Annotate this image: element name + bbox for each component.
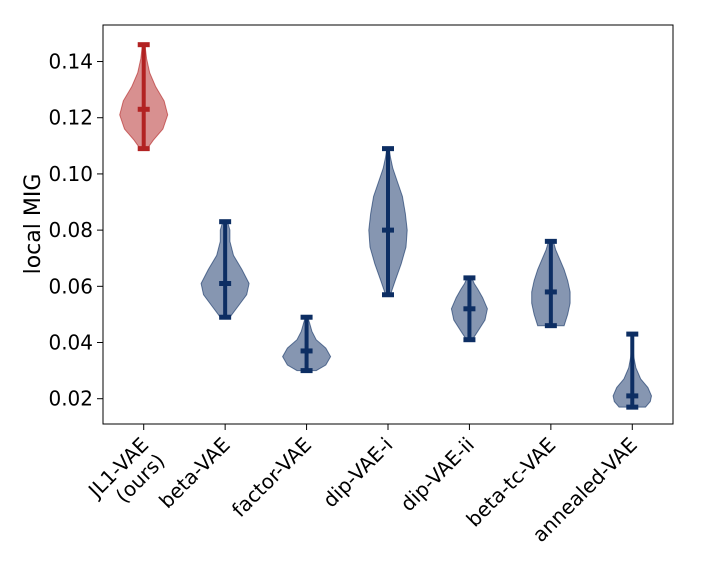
violins	[120, 45, 652, 407]
x-tick-label: JL1-VAE(ours)	[82, 433, 169, 520]
x-tick-label: dip-VAE-i	[318, 433, 398, 513]
y-axis-ticks: 0.02 0.04 0.06 0.08 0.10 0.12 0.14	[48, 50, 103, 411]
x-tick-label: dip-VAE-ii	[395, 433, 478, 516]
y-tick-label: 0.14	[48, 50, 93, 74]
y-tick-label: 0.08	[48, 218, 93, 242]
y-axis-label: local MIG	[21, 174, 46, 275]
y-tick-label: 0.04	[48, 331, 93, 355]
violin-annealed-vae	[613, 334, 651, 407]
x-tick-label: factor-VAE	[227, 433, 316, 522]
violin-factor-vae	[283, 317, 331, 370]
y-tick-label: 0.12	[48, 106, 93, 130]
y-tick-label: 0.02	[48, 387, 93, 411]
x-tick-label-line: beta-VAE	[154, 433, 235, 514]
violin-beta-vae	[201, 222, 249, 318]
violin-beta-tc-vae	[532, 241, 570, 325]
x-tick-label-line: dip-VAE-ii	[395, 433, 478, 516]
violin-dip-vae-ii	[451, 278, 487, 340]
x-tick-label-line: factor-VAE	[227, 433, 316, 522]
y-tick-label: 0.06	[48, 274, 93, 298]
violin-jl1-vae-ours-	[120, 45, 168, 149]
x-tick-label-line: dip-VAE-i	[318, 433, 398, 513]
x-tick-label: beta-VAE	[154, 433, 235, 514]
violin-dip-vae-i	[369, 149, 407, 295]
y-tick-label: 0.10	[48, 162, 93, 186]
